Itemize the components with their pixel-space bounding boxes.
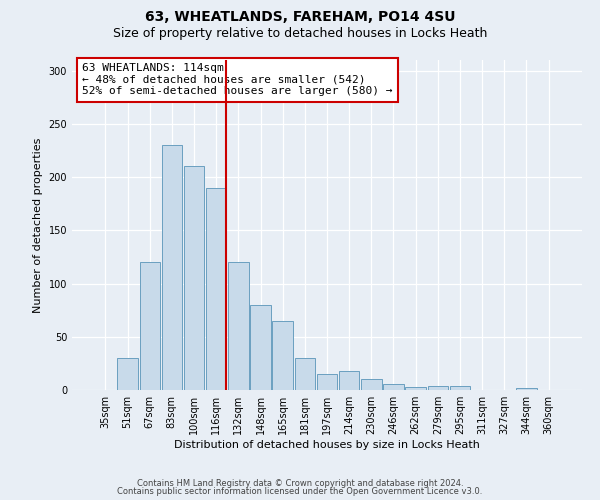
Bar <box>295 358 315 390</box>
Bar <box>406 387 426 390</box>
Bar <box>383 384 404 390</box>
Bar <box>428 386 448 390</box>
Bar <box>361 380 382 390</box>
Text: Contains public sector information licensed under the Open Government Licence v3: Contains public sector information licen… <box>118 487 482 496</box>
Bar <box>228 262 248 390</box>
Y-axis label: Number of detached properties: Number of detached properties <box>33 138 43 312</box>
Bar <box>272 321 293 390</box>
Bar <box>140 262 160 390</box>
Bar <box>184 166 204 390</box>
Bar <box>118 358 138 390</box>
Bar <box>250 305 271 390</box>
Text: 63 WHEATLANDS: 114sqm
← 48% of detached houses are smaller (542)
52% of semi-det: 63 WHEATLANDS: 114sqm ← 48% of detached … <box>82 64 392 96</box>
X-axis label: Distribution of detached houses by size in Locks Heath: Distribution of detached houses by size … <box>174 440 480 450</box>
Text: Size of property relative to detached houses in Locks Heath: Size of property relative to detached ho… <box>113 28 487 40</box>
Bar <box>450 386 470 390</box>
Text: Contains HM Land Registry data © Crown copyright and database right 2024.: Contains HM Land Registry data © Crown c… <box>137 478 463 488</box>
Bar <box>206 188 226 390</box>
Text: 63, WHEATLANDS, FAREHAM, PO14 4SU: 63, WHEATLANDS, FAREHAM, PO14 4SU <box>145 10 455 24</box>
Bar <box>317 374 337 390</box>
Bar <box>161 145 182 390</box>
Bar <box>339 371 359 390</box>
Bar <box>516 388 536 390</box>
